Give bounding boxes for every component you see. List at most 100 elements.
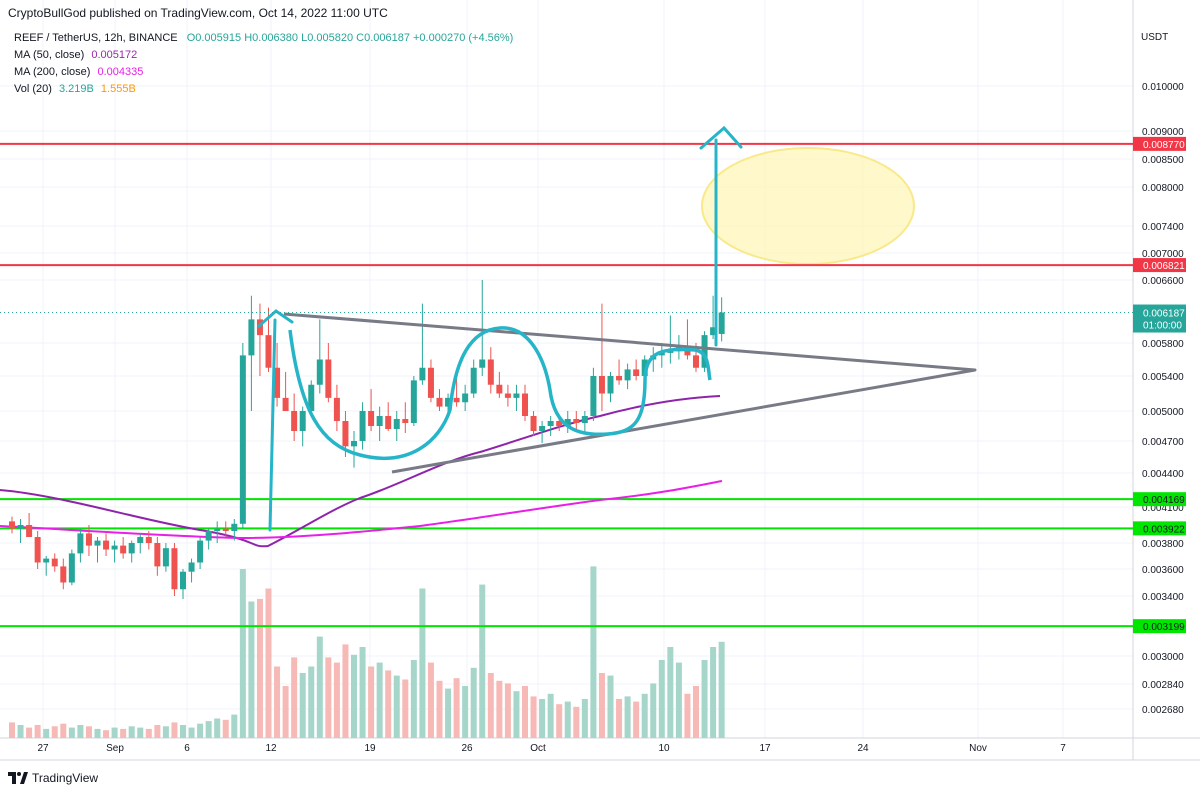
volume-bar bbox=[368, 666, 375, 738]
candle-body bbox=[26, 525, 33, 537]
candle-body bbox=[282, 397, 289, 411]
y-tick-label: 0.008500 bbox=[1142, 155, 1184, 166]
volume-bar bbox=[214, 718, 221, 738]
target-ellipse bbox=[701, 147, 915, 265]
y-tick-label: 0.002840 bbox=[1142, 680, 1184, 691]
candle-body bbox=[154, 543, 161, 567]
volume-bar bbox=[51, 726, 58, 738]
candle-body bbox=[351, 441, 357, 447]
candle-body bbox=[427, 367, 434, 398]
volume-bar bbox=[667, 647, 674, 738]
volume-bar bbox=[675, 662, 682, 738]
volume-bar bbox=[239, 569, 246, 738]
breakout-arrow bbox=[257, 309, 294, 532]
candle-body bbox=[180, 571, 186, 590]
candle-body bbox=[265, 335, 272, 368]
volume-bar bbox=[581, 699, 588, 738]
candle-body bbox=[487, 359, 494, 385]
y-tick-label: 0.010000 bbox=[1142, 82, 1184, 93]
volume-bar bbox=[222, 719, 229, 738]
candle-body bbox=[342, 421, 349, 447]
x-tick-label: 24 bbox=[857, 743, 869, 754]
level-tag bbox=[1133, 521, 1186, 536]
ma200-value: 0.004335 bbox=[97, 66, 144, 78]
candle-body bbox=[51, 558, 58, 567]
countdown-label: 01:00:00 bbox=[1143, 321, 1182, 332]
volume-row[interactable]: Vol (20) 3.219B 1.555B bbox=[14, 81, 513, 98]
candle-body bbox=[248, 319, 255, 356]
volume-bar bbox=[590, 566, 597, 738]
candle-body bbox=[120, 545, 127, 554]
last-price-tag bbox=[1133, 304, 1186, 333]
y-tick-label: 0.005000 bbox=[1142, 407, 1184, 418]
volume-bar bbox=[342, 644, 349, 738]
volume-bar bbox=[539, 699, 546, 738]
ma50-label: MA (50, close) bbox=[14, 49, 85, 61]
volume-bar bbox=[333, 662, 340, 738]
volume-bar bbox=[598, 673, 605, 738]
volume-bar bbox=[530, 696, 537, 738]
ma200-line bbox=[0, 480, 723, 540]
volume-bar bbox=[462, 686, 469, 738]
candle-body bbox=[128, 543, 135, 554]
candle-body bbox=[205, 531, 212, 541]
level-tag-label: 0.008770 bbox=[1143, 140, 1185, 151]
volume-bar bbox=[513, 691, 520, 738]
candle-body bbox=[522, 393, 528, 416]
volume-bar bbox=[9, 722, 15, 738]
ma50-row[interactable]: MA (50, close) 0.005172 bbox=[14, 47, 513, 64]
volume-bar bbox=[291, 657, 298, 738]
volume-bar bbox=[17, 725, 24, 738]
level-tag bbox=[1133, 492, 1186, 507]
candle-body bbox=[256, 319, 263, 336]
y-tick-label: 0.003000 bbox=[1142, 652, 1184, 663]
volume-bar bbox=[94, 728, 101, 738]
candle-body bbox=[325, 359, 332, 398]
candle-body bbox=[667, 351, 674, 353]
y-tick-label: 0.003600 bbox=[1142, 565, 1184, 576]
price-axis: USDT 0.010000 0.009000 0.008500 0.008000 0.00… bbox=[1133, 32, 1186, 716]
volume-bar bbox=[393, 675, 400, 738]
volume-bar bbox=[154, 725, 161, 738]
volume-bar bbox=[487, 673, 494, 738]
candle-body bbox=[94, 540, 101, 546]
candle-body bbox=[470, 367, 477, 394]
candle-body bbox=[547, 421, 554, 426]
volume-bar bbox=[376, 662, 383, 738]
ma200-label: MA (200, close) bbox=[14, 66, 91, 78]
candle-body bbox=[68, 553, 75, 583]
candle-body bbox=[445, 397, 452, 407]
candle-body bbox=[710, 327, 717, 336]
time-axis: 27 Sep 6 12 19 26 Oct 10 17 24 Nov 7 bbox=[37, 743, 1066, 754]
brand-name: TradingView bbox=[32, 771, 99, 785]
symbol-row[interactable]: REEF / TetherUS, 12h, BINANCE O0.005915 … bbox=[14, 30, 513, 47]
level-tag-label: 0.003199 bbox=[1143, 622, 1185, 633]
candle-body bbox=[385, 416, 392, 429]
volume-bar bbox=[316, 636, 323, 738]
candle-body bbox=[111, 545, 118, 550]
volume-bar bbox=[547, 693, 554, 738]
y-tick-label: 0.005400 bbox=[1142, 372, 1184, 383]
y-tick-label: 0.004400 bbox=[1142, 469, 1184, 480]
published-caption: CryptoBullGod published on TradingView.c… bbox=[8, 6, 388, 20]
ma200-row[interactable]: MA (200, close) 0.004335 bbox=[14, 64, 513, 81]
candle-body bbox=[274, 367, 281, 398]
volume-bar bbox=[205, 721, 212, 738]
last-price-label: 0.006187 bbox=[1143, 309, 1185, 320]
candle-body bbox=[539, 426, 546, 431]
y-tick-label: 0.005800 bbox=[1142, 339, 1184, 350]
x-tick-label: 12 bbox=[265, 743, 277, 754]
level-tag-label: 0.004169 bbox=[1143, 495, 1185, 506]
candle-body bbox=[376, 416, 383, 426]
volume-bar bbox=[248, 601, 255, 738]
axis-currency: USDT bbox=[1141, 32, 1168, 43]
volume-bar bbox=[26, 727, 33, 738]
volume-bar bbox=[103, 730, 110, 738]
x-tick-label: 19 bbox=[364, 743, 376, 754]
tradingview-brand[interactable]: TradingView bbox=[8, 771, 98, 785]
candle-body bbox=[393, 419, 400, 429]
volume-bar bbox=[453, 678, 460, 738]
level-tag bbox=[1133, 258, 1186, 273]
volume-bar bbox=[308, 666, 315, 738]
